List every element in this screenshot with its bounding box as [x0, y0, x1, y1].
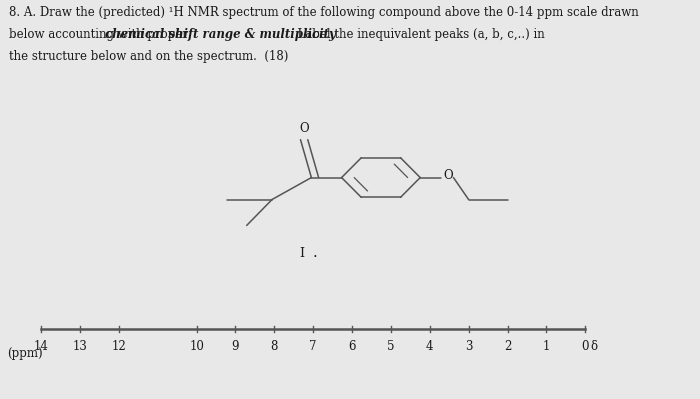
Text: 7: 7 — [309, 340, 317, 354]
Text: 9: 9 — [232, 340, 239, 354]
Text: below accounting with proper: below accounting with proper — [9, 28, 192, 41]
Text: 13: 13 — [73, 340, 88, 354]
Text: 6: 6 — [349, 340, 356, 354]
Text: 14: 14 — [34, 340, 48, 354]
Text: 8. A. Draw the (predicted) ¹H NMR spectrum of the following compound above the 0: 8. A. Draw the (predicted) ¹H NMR spectr… — [9, 6, 639, 19]
Text: . Label the inequivalent peaks (a, b, c,..) in: . Label the inequivalent peaks (a, b, c,… — [290, 28, 545, 41]
Text: 3: 3 — [465, 340, 472, 354]
Text: 1: 1 — [542, 340, 550, 354]
Text: .: . — [312, 246, 317, 261]
Text: I: I — [299, 247, 304, 260]
Text: 8: 8 — [271, 340, 278, 354]
Text: 0: 0 — [582, 340, 589, 354]
Text: chemical shift range & multiplicity: chemical shift range & multiplicity — [104, 28, 335, 41]
Text: 12: 12 — [111, 340, 126, 354]
Text: 5: 5 — [387, 340, 395, 354]
Text: the structure below and on the spectrum.  (18): the structure below and on the spectrum.… — [9, 50, 288, 63]
Text: 4: 4 — [426, 340, 433, 354]
Text: δ: δ — [590, 340, 597, 354]
Text: 10: 10 — [189, 340, 204, 354]
Text: O: O — [300, 122, 309, 135]
Text: (ppm): (ppm) — [7, 347, 43, 360]
Text: 2: 2 — [504, 340, 511, 354]
Text: O: O — [444, 169, 454, 182]
